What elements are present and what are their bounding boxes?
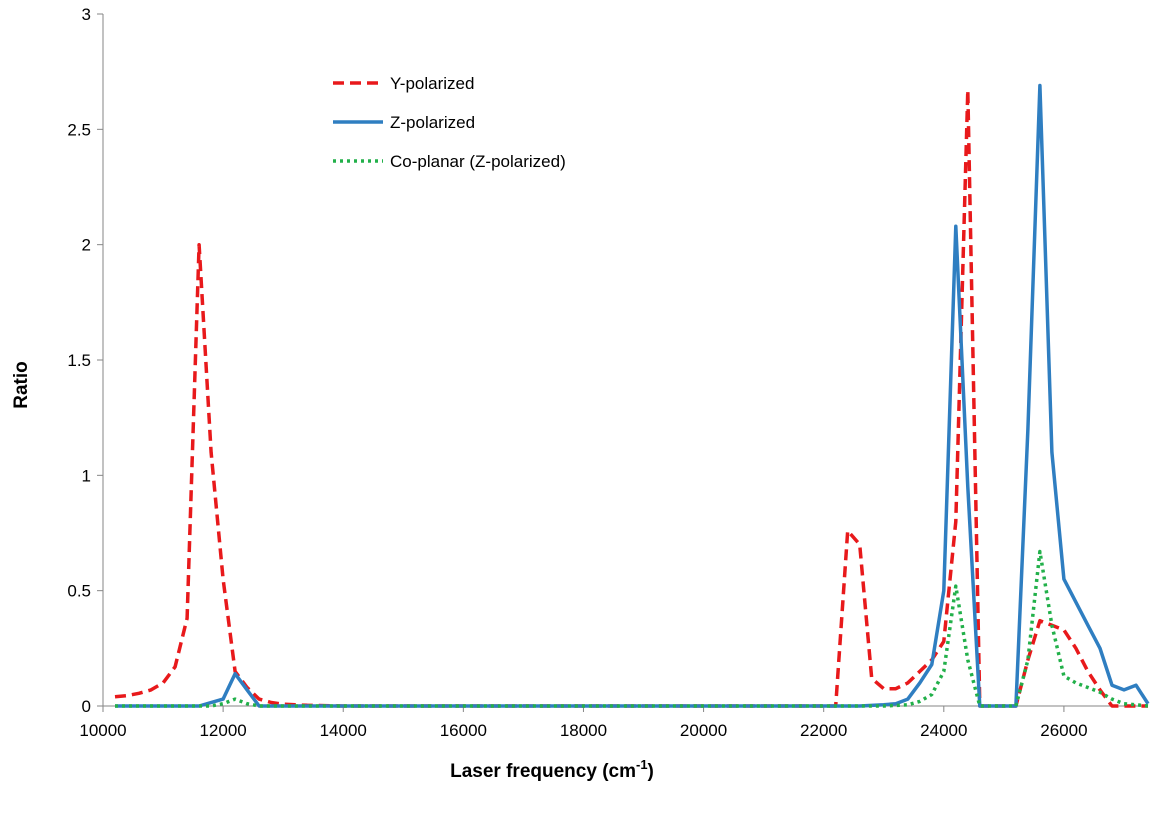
x-tick-label: 26000 (1040, 721, 1087, 740)
axes: 0 0.5 1 1.5 2 2.5 3 10000 12000 14000 16000 18000 20… (67, 5, 1148, 740)
x-tick-label: 20000 (680, 721, 727, 740)
y-tick-label: 3 (82, 5, 91, 24)
y-tick-label: 2 (82, 236, 91, 255)
legend-label-3: Co-planar (Z-polarized) (390, 152, 566, 171)
x-axis-title-main: Laser frequency (cm (450, 761, 636, 782)
x-axis-title-superscript: -1 (636, 757, 648, 772)
y-tick-label: 0.5 (67, 582, 91, 601)
series-line-3 (115, 549, 1149, 708)
legend-label-1: Y-polarized (390, 74, 474, 93)
x-tick-label: 14000 (320, 721, 367, 740)
x-tick-label: 18000 (560, 721, 607, 740)
y-tick-label: 0 (82, 697, 91, 716)
y-axis-title: Ratio (11, 361, 32, 409)
x-tick-label: 12000 (199, 721, 246, 740)
legend: Y-polarized Z-polarized Co-planar (Z-polar… (333, 74, 566, 171)
y-tick-label: 1 (82, 466, 91, 485)
x-tick-label: 16000 (440, 721, 487, 740)
x-axis-title-close: ) (648, 761, 654, 782)
x-axis-title: Laser frequency (cm-1) (450, 757, 654, 782)
x-tick-label: 22000 (800, 721, 847, 740)
y-tick-label: 1.5 (67, 351, 91, 370)
series-line-1 (114, 88, 1148, 708)
series-lines (114, 83, 1150, 708)
series-line-2 (115, 83, 1150, 708)
x-tick-label: 10000 (79, 721, 126, 740)
y-tick-label: 2.5 (67, 120, 91, 139)
legend-label-2: Z-polarized (390, 113, 475, 132)
x-tick-label: 24000 (920, 721, 967, 740)
